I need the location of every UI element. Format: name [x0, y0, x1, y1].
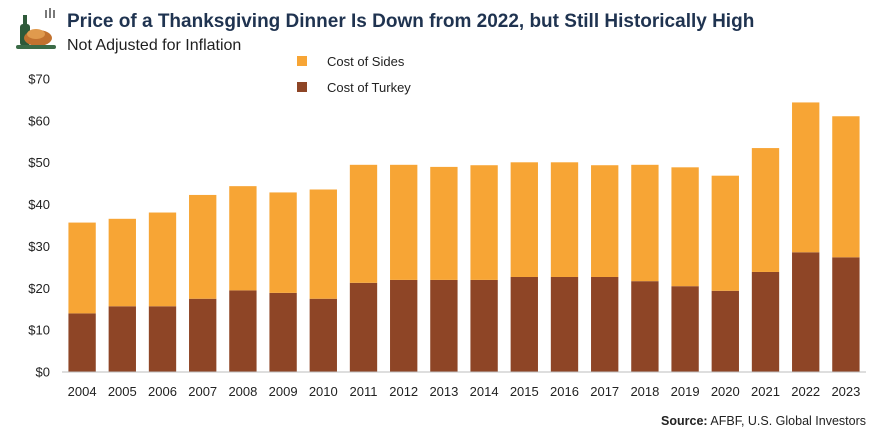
y-tick-label: $50 [28, 155, 50, 170]
legend: Cost of Sides Cost of Turkey [297, 54, 411, 95]
bar-sides-2008 [229, 186, 257, 291]
bar-sides-2006 [148, 212, 177, 307]
y-axis: $0 $10 $20 $30 $40 $50 $60 $70 [28, 72, 50, 380]
x-tick-label: 2017 [590, 384, 619, 399]
x-tick-label: 2006 [148, 384, 177, 399]
bar-sides-2021 [751, 148, 780, 272]
y-tick-label: $20 [28, 281, 50, 296]
bar-turkey-2009 [269, 292, 297, 372]
x-tick-label: 2005 [108, 384, 137, 399]
x-tick-label: 2011 [350, 384, 378, 399]
bar-turkey-2018 [631, 281, 659, 372]
y-tick-label: $40 [28, 197, 50, 212]
x-tick-label: 2008 [228, 384, 257, 399]
bar-sides-2018 [631, 164, 659, 282]
bar-sides-2007 [189, 194, 217, 299]
x-tick-label: 2009 [269, 384, 298, 399]
bar-sides-2013 [430, 166, 458, 280]
bar-sides-2019 [671, 167, 699, 287]
bar-turkey-2012 [390, 279, 418, 372]
x-tick-label: 2021 [751, 384, 780, 399]
x-tick-label: 2015 [510, 384, 539, 399]
bars [68, 102, 860, 372]
bar-turkey-2020 [711, 290, 739, 372]
bar-turkey-2011 [349, 282, 378, 372]
legend-swatch-turkey [297, 82, 307, 92]
x-tick-label: 2012 [389, 384, 418, 399]
x-tick-label: 2013 [429, 384, 458, 399]
y-tick-label: $10 [28, 323, 50, 338]
chart-title: Price of a Thanksgiving Dinner Is Down f… [67, 11, 754, 32]
bar-sides-2014 [470, 165, 498, 280]
bar-turkey-2022 [792, 252, 820, 372]
x-axis: 2004 2005 2006 2007 2008 2009 2010 2011 2012 2013… [68, 384, 861, 399]
bar-turkey-2019 [671, 286, 699, 372]
bar-sides-2023 [832, 116, 860, 258]
bar-turkey-2010 [309, 298, 337, 372]
x-tick-label: 2010 [309, 384, 338, 399]
legend-label-turkey: Cost of Turkey [327, 80, 411, 95]
bar-turkey-2016 [550, 276, 579, 372]
x-tick-label: 2016 [550, 384, 579, 399]
bar-turkey-2013 [430, 279, 458, 372]
bar-sides-2022 [792, 102, 820, 253]
x-tick-label: 2020 [711, 384, 740, 399]
bar-sides-2016 [550, 162, 579, 277]
bar-turkey-2023 [832, 257, 860, 372]
x-tick-label: 2014 [470, 384, 499, 399]
bar-turkey-2017 [591, 276, 619, 372]
bar-turkey-2005 [108, 306, 136, 372]
bar-sides-2011 [349, 164, 378, 283]
y-tick-label: $70 [28, 72, 50, 87]
legend-label-sides: Cost of Sides [327, 54, 405, 69]
bar-sides-2012 [390, 164, 418, 280]
bar-sides-2004 [68, 222, 96, 314]
bar-turkey-2015 [510, 276, 538, 372]
bar-turkey-2006 [148, 306, 177, 372]
source-text: AFBF, U.S. Global Investors [710, 414, 866, 428]
y-tick-label: $0 [36, 365, 50, 380]
y-tick-label: $30 [28, 239, 50, 254]
x-tick-label: 2022 [791, 384, 820, 399]
bar-sides-2015 [510, 162, 538, 277]
x-tick-label: 2018 [630, 384, 659, 399]
x-tick-label: 2019 [671, 384, 700, 399]
source-label: Source: [661, 414, 708, 428]
x-tick-label: 2007 [188, 384, 217, 399]
bar-turkey-2021 [751, 271, 780, 372]
x-tick-label: 2023 [831, 384, 860, 399]
bar-turkey-2007 [189, 298, 217, 372]
legend-swatch-sides [297, 56, 307, 66]
bar-turkey-2014 [470, 279, 498, 372]
source-note: Source: AFBF, U.S. Global Investors [661, 414, 866, 428]
y-tick-label: $60 [28, 113, 50, 128]
bar-sides-2020 [711, 175, 739, 291]
x-tick-label: 2004 [68, 384, 97, 399]
bar-sides-2005 [108, 218, 136, 307]
bar-sides-2017 [591, 165, 619, 277]
turkey-dinner-icon [16, 8, 56, 49]
bar-sides-2010 [309, 189, 337, 299]
chart-subtitle: Not Adjusted for Inflation [67, 37, 241, 54]
bar-turkey-2008 [229, 290, 257, 372]
bar-turkey-2004 [68, 313, 96, 372]
bar-sides-2009 [269, 192, 297, 293]
